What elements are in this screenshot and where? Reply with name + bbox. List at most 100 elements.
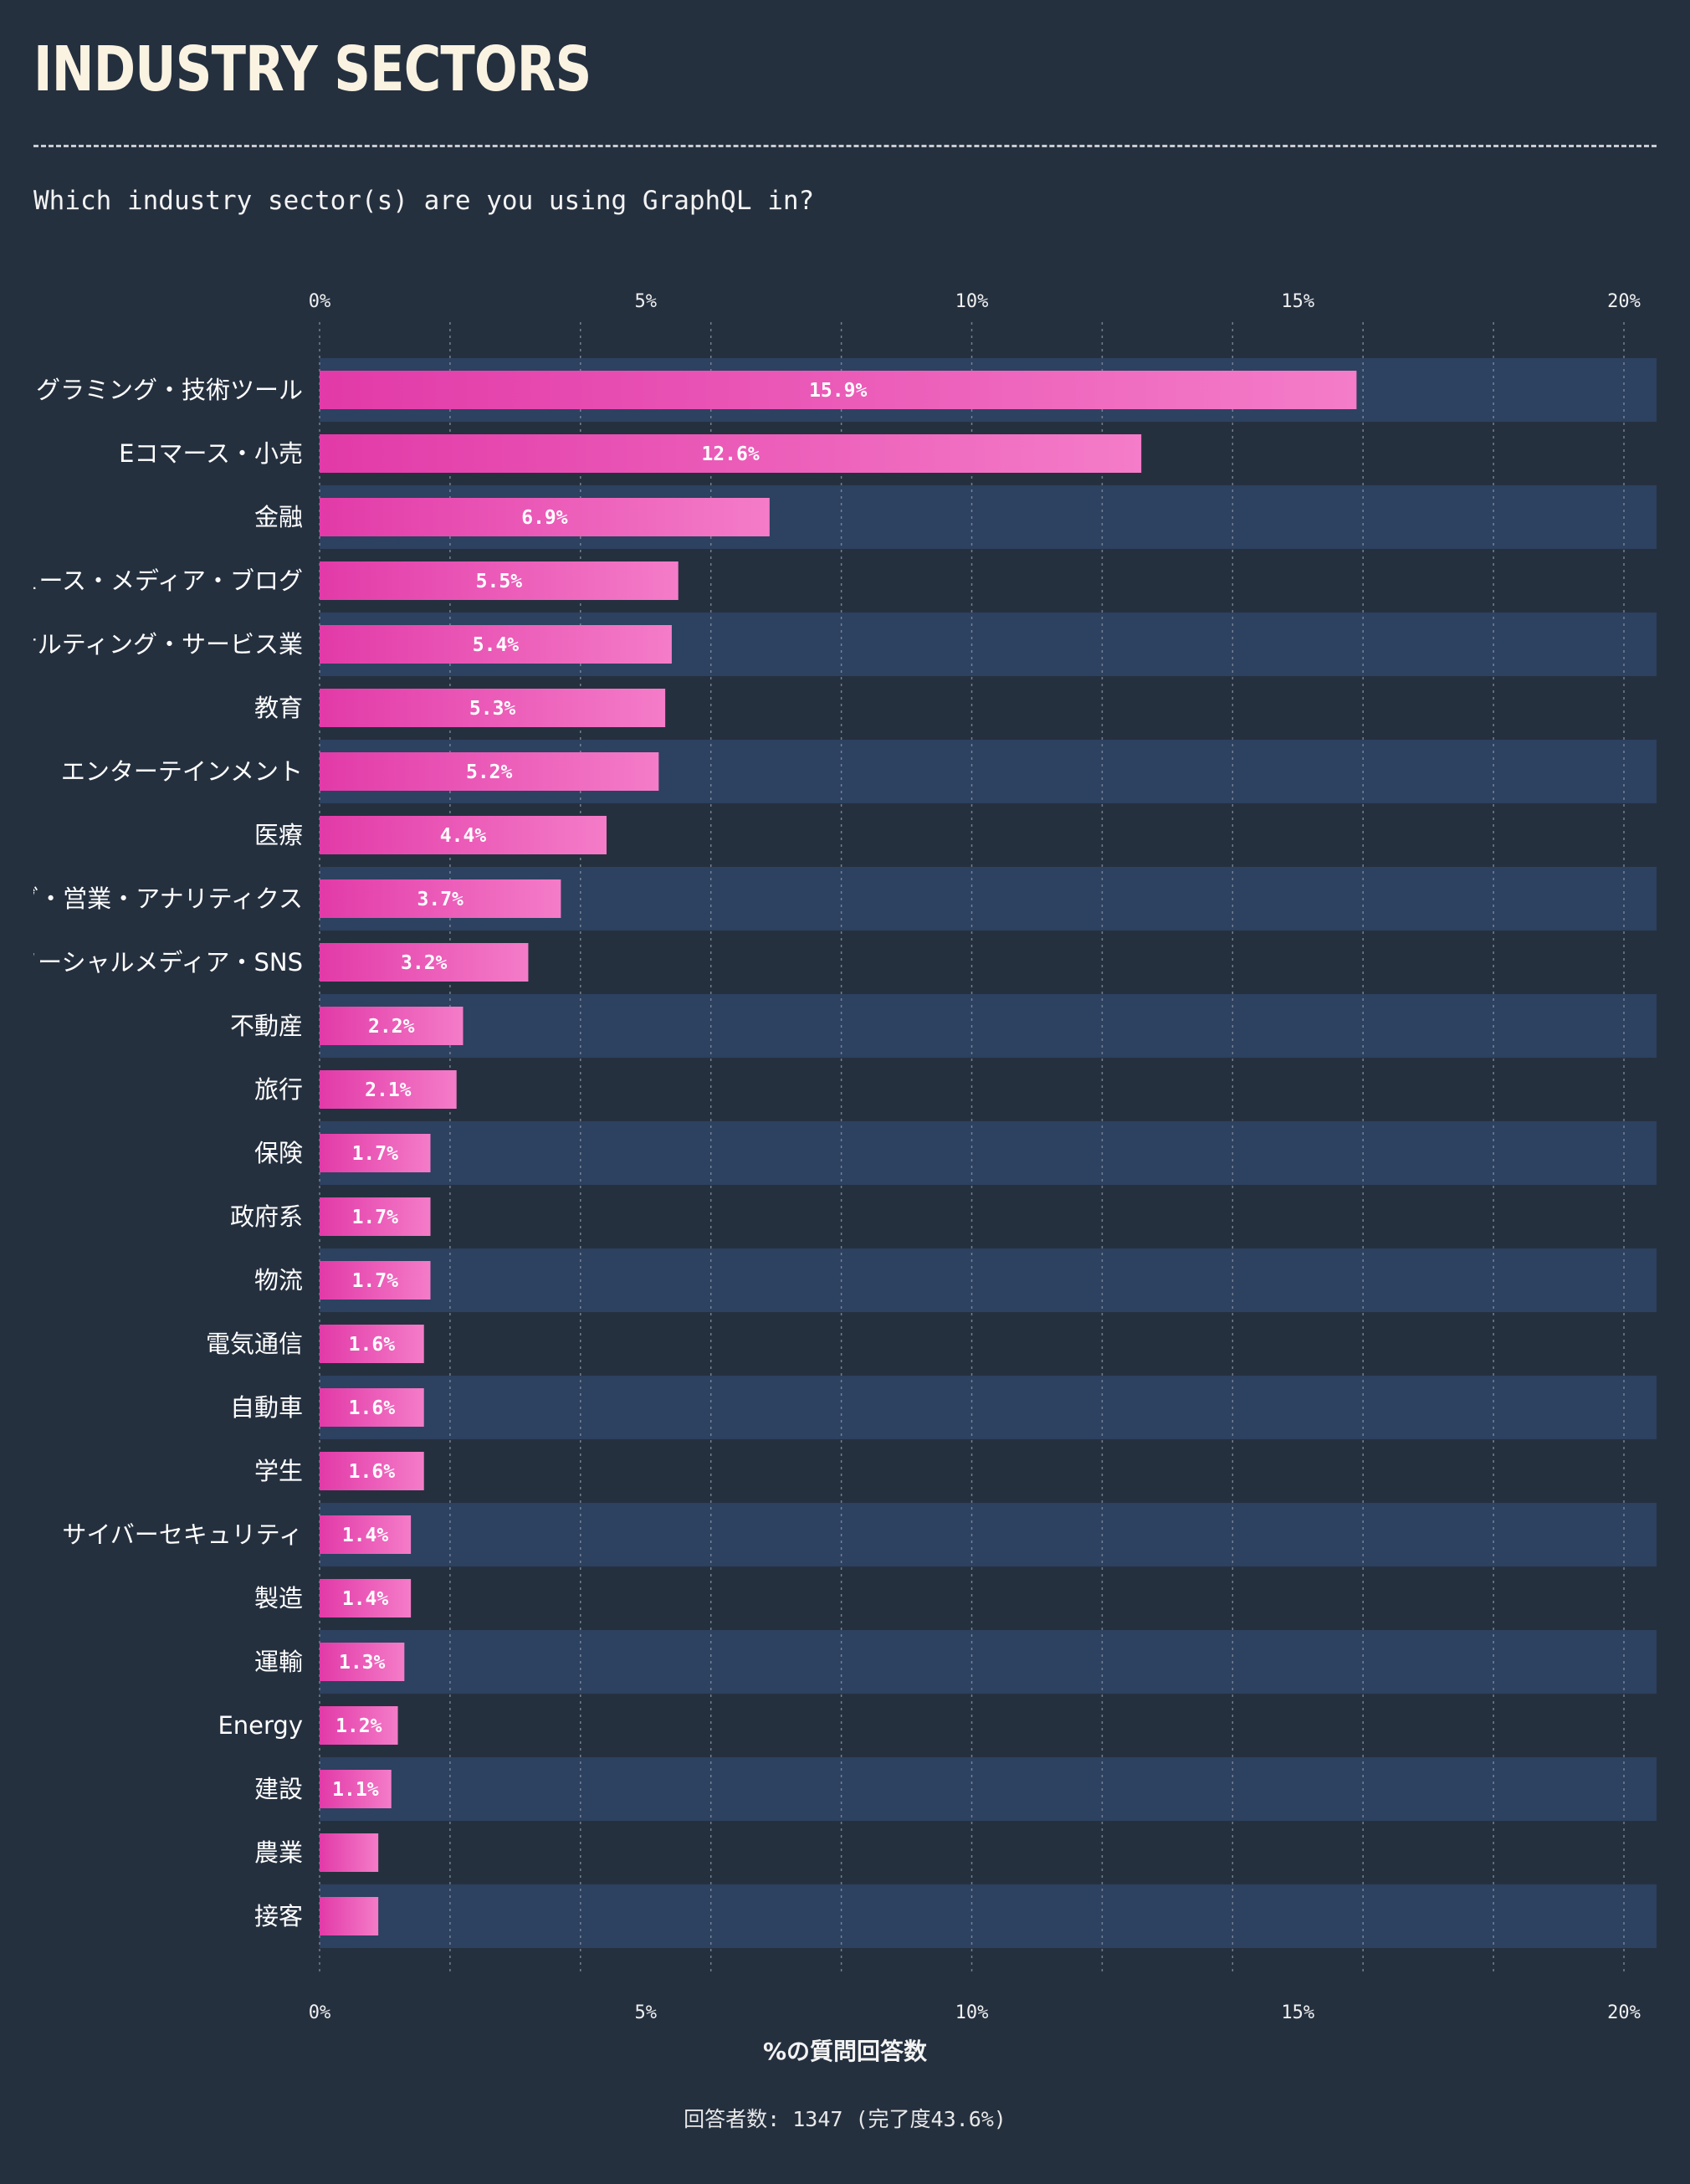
value-label: 1.7% bbox=[352, 1207, 399, 1228]
bars bbox=[320, 371, 1357, 1935]
category-label: 運輸 bbox=[254, 1648, 303, 1676]
value-label: 5.3% bbox=[469, 698, 516, 720]
category-label: マーケティング・営業・アナリティクス bbox=[0, 884, 303, 913]
x-tick-label: 0% bbox=[309, 291, 331, 312]
title-divider bbox=[33, 145, 1657, 147]
category-labels: プログラミング・技術ツール Eコマース・小売金融ニュース・メディア・ブログコンサル… bbox=[0, 376, 303, 1930]
x-tick-label: 20% bbox=[1607, 2002, 1641, 2023]
category-label: 教育 bbox=[254, 694, 303, 722]
value-label: 5.4% bbox=[473, 634, 520, 656]
row-band bbox=[320, 1757, 1657, 1821]
bar bbox=[320, 1134, 431, 1172]
category-label: エンターテインメント bbox=[61, 757, 303, 786]
category-label: 電気通信 bbox=[206, 1330, 303, 1358]
bar-chart: 0% 5% 10% 15% 20% 0% 5% 10% 15% 20% プログラミング・技術ツー… bbox=[0, 291, 1657, 2023]
category-label: 物流 bbox=[254, 1266, 303, 1295]
value-label: 1.6% bbox=[349, 1461, 396, 1483]
bar bbox=[320, 371, 1357, 409]
row-band bbox=[320, 1630, 1657, 1694]
value-label: 15.9% bbox=[809, 380, 867, 402]
x-tick-label: 5% bbox=[635, 291, 658, 312]
category-label: 金融 bbox=[254, 503, 303, 531]
bar bbox=[320, 1515, 412, 1554]
value-label: 3.7% bbox=[417, 889, 464, 910]
bar bbox=[320, 1897, 379, 1935]
value-label: 3.2% bbox=[401, 952, 448, 974]
category-label: 保険 bbox=[254, 1139, 303, 1167]
bar bbox=[320, 1452, 424, 1490]
bar bbox=[320, 689, 666, 727]
category-label: 不動産 bbox=[230, 1012, 303, 1040]
value-label: 5.5% bbox=[476, 571, 523, 592]
chart-title: INDUSTRY SECTORS bbox=[33, 33, 592, 105]
x-tick-label: 10% bbox=[955, 2002, 989, 2023]
value-label: 1.6% bbox=[349, 1334, 396, 1356]
bar bbox=[320, 1070, 457, 1109]
bar bbox=[320, 1770, 392, 1808]
category-label: コンサルティング・サービス業 bbox=[0, 630, 303, 659]
value-label: 1.1% bbox=[332, 1779, 379, 1801]
respondent-count: 回答者数: 1347 (完了度43.6%) bbox=[684, 2107, 1006, 2131]
x-tick-label: 5% bbox=[635, 2002, 658, 2023]
bar bbox=[320, 1197, 431, 1236]
row-band bbox=[320, 1884, 1657, 1948]
bar bbox=[320, 434, 1142, 473]
bar bbox=[320, 1325, 424, 1363]
value-label: 6.9% bbox=[521, 507, 568, 529]
bar bbox=[320, 498, 770, 536]
bar bbox=[320, 816, 607, 854]
bar bbox=[320, 1261, 431, 1300]
row-bands bbox=[320, 358, 1657, 1948]
category-label: 学生 bbox=[254, 1457, 303, 1485]
row-band bbox=[320, 1121, 1657, 1185]
value-label: 1.3% bbox=[339, 1652, 386, 1674]
value-label: 1.7% bbox=[352, 1270, 399, 1292]
category-label: 旅行 bbox=[254, 1075, 303, 1104]
row-band bbox=[320, 994, 1657, 1058]
bar bbox=[320, 879, 561, 918]
category-label: プログラミング・技術ツール bbox=[0, 376, 303, 404]
bar bbox=[320, 561, 679, 600]
bottom-axis-ticks: 0% 5% 10% 15% 20% bbox=[309, 2002, 1641, 2023]
value-label: 1.4% bbox=[342, 1525, 389, 1546]
x-tick-label: 20% bbox=[1607, 291, 1641, 312]
value-label: 1.2% bbox=[335, 1715, 382, 1737]
x-tick-label: 15% bbox=[1281, 2002, 1314, 2023]
value-label: 4.4% bbox=[440, 825, 487, 847]
survey-question: Which industry sector(s) are you using G… bbox=[33, 186, 815, 216]
bar bbox=[320, 1579, 412, 1617]
bar bbox=[320, 625, 672, 664]
category-label: Eコマース・小売 bbox=[119, 439, 303, 468]
category-label: 医療 bbox=[254, 821, 303, 849]
value-label: 2.1% bbox=[365, 1079, 412, 1101]
row-band bbox=[320, 1376, 1657, 1439]
value-label: 1.7% bbox=[352, 1143, 399, 1165]
category-label: 接客 bbox=[254, 1902, 303, 1930]
category-label: サイバーセキュリティ bbox=[62, 1520, 303, 1549]
value-label: 5.2% bbox=[466, 761, 513, 783]
category-label: ソーシャルメディア・SNS bbox=[13, 948, 303, 977]
x-tick-label: 15% bbox=[1281, 291, 1314, 312]
row-band bbox=[320, 1248, 1657, 1312]
bar bbox=[320, 1706, 398, 1745]
x-tick-label: 10% bbox=[955, 291, 989, 312]
category-label: 政府系 bbox=[230, 1202, 303, 1231]
row-band bbox=[320, 1503, 1657, 1566]
category-label: 建設 bbox=[254, 1775, 303, 1803]
category-label: Energy bbox=[218, 1711, 303, 1740]
x-tick-label: 0% bbox=[309, 2002, 331, 2023]
top-axis-ticks: 0% 5% 10% 15% 20% bbox=[309, 291, 1641, 312]
category-label: 自動車 bbox=[230, 1393, 303, 1422]
x-axis-label: %の質問回答数 bbox=[762, 2038, 928, 2065]
bar bbox=[320, 1833, 379, 1872]
category-label: 製造 bbox=[254, 1584, 303, 1612]
value-label: 1.4% bbox=[342, 1588, 389, 1610]
value-label: 1.6% bbox=[349, 1397, 396, 1419]
bar bbox=[320, 1007, 463, 1045]
bar bbox=[320, 1388, 424, 1427]
category-label: ニュース・メディア・ブログ bbox=[0, 567, 303, 595]
bar bbox=[320, 1643, 405, 1681]
bar bbox=[320, 752, 659, 791]
value-labels: 15.9% 12.6% 6.9% 5.5% 5.4% 5.3% 5.2% 4.4% 3.7% 3.… bbox=[332, 380, 867, 1801]
value-label: 2.2% bbox=[368, 1016, 415, 1038]
